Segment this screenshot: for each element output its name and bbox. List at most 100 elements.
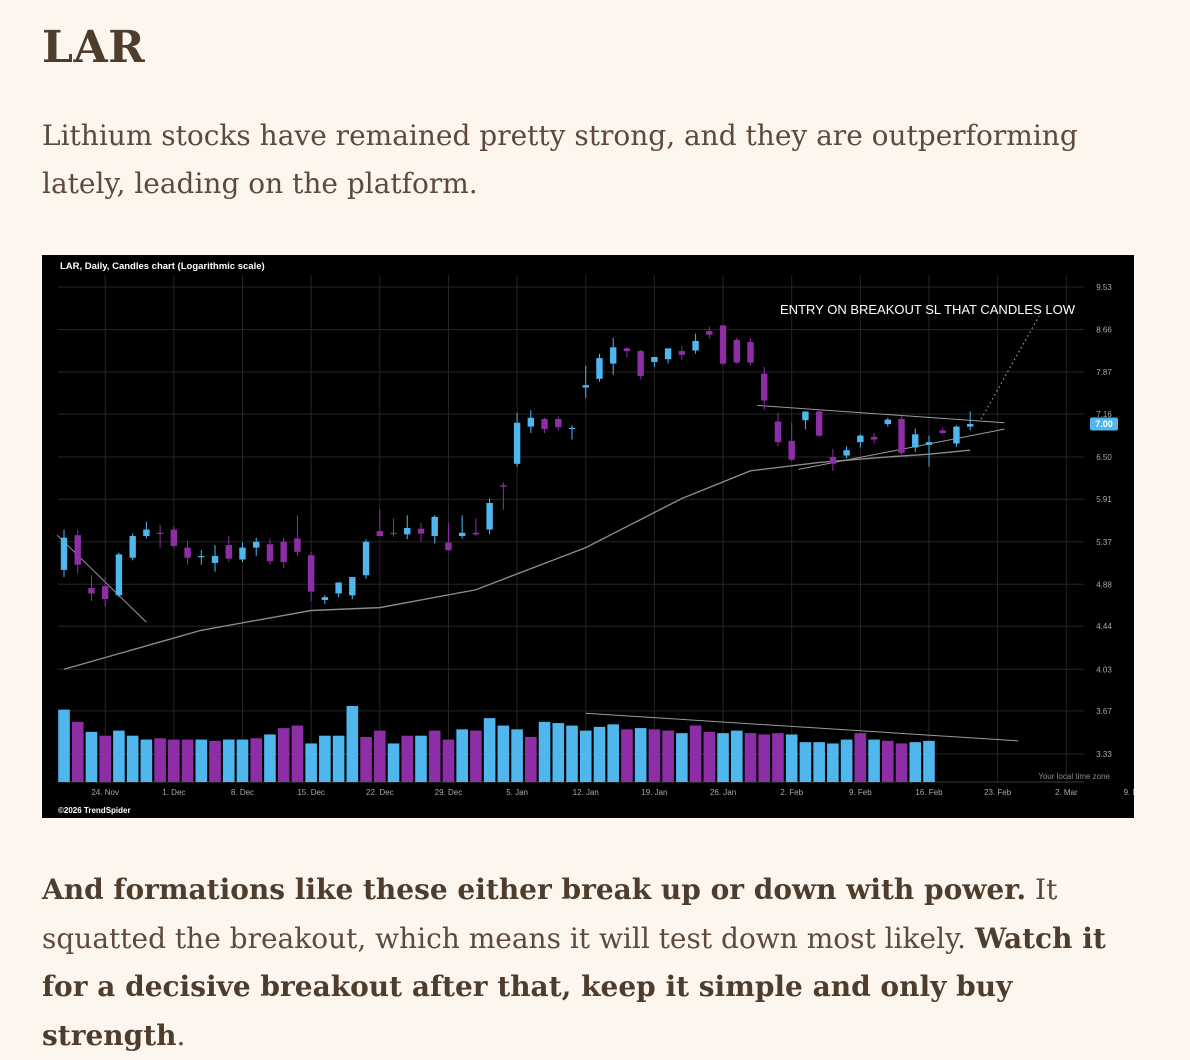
candlestick-chart: 9.53 8.66 7.87 7.16 6.50 5.91 5.37 4.88 4.44 4.03… <box>56 261 1134 815</box>
candle-body <box>266 544 274 562</box>
volume-bar <box>758 734 771 782</box>
price-tick-label: 4.44 <box>1096 622 1112 631</box>
volume-bar <box>689 725 702 782</box>
candle-body <box>500 485 507 487</box>
candle <box>335 582 342 598</box>
candle <box>513 412 521 467</box>
candle <box>280 537 287 569</box>
candle-body <box>458 532 466 537</box>
candle-body <box>143 529 150 537</box>
volume-bar <box>236 739 249 782</box>
candle <box>582 365 589 399</box>
date-tick-label: 26. Jan <box>710 788 736 797</box>
candle <box>678 346 686 361</box>
candle-body <box>486 502 493 530</box>
volume-bar <box>195 739 208 782</box>
candle <box>596 353 603 382</box>
volume-bar <box>730 730 743 782</box>
candle <box>541 417 548 434</box>
candle <box>898 416 905 457</box>
candle <box>802 411 809 430</box>
volume-bar <box>895 743 908 782</box>
candle-body <box>60 537 68 570</box>
candle-body <box>225 545 232 559</box>
date-tick-label: 29. Dec <box>435 788 463 797</box>
candle <box>307 551 315 601</box>
volume-bar <box>552 723 565 782</box>
candle <box>431 515 438 544</box>
volume-bar <box>813 742 825 782</box>
price-axis: 9.53 8.66 7.87 7.16 6.50 5.91 5.37 4.88 4.44 4.03… <box>1096 283 1112 759</box>
candle-body <box>568 427 576 430</box>
candle <box>610 337 617 375</box>
candle-body <box>829 456 837 464</box>
candle <box>815 409 823 437</box>
volume-bar <box>909 742 922 782</box>
candle <box>912 428 919 453</box>
candle <box>170 526 178 548</box>
volume-bar <box>882 740 894 782</box>
candle-body <box>664 348 672 360</box>
price-tick-label: 9.53 <box>1096 283 1112 292</box>
candle-body <box>513 422 521 464</box>
date-tick-label: 8. Dec <box>231 788 254 797</box>
candle <box>143 521 150 539</box>
candle <box>60 529 68 578</box>
candle-body <box>88 587 95 594</box>
volume-bar <box>538 721 551 782</box>
volume-bar <box>497 725 510 782</box>
candle-body <box>802 411 809 421</box>
candle <box>733 337 740 364</box>
volume-bar <box>126 735 139 782</box>
candle <box>349 577 356 600</box>
volume-bar <box>648 729 661 782</box>
candle <box>129 533 136 561</box>
candle-body <box>582 385 589 388</box>
candle-body <box>184 547 191 558</box>
candle <box>198 550 205 565</box>
volume-bar <box>593 726 606 782</box>
volume-bar <box>772 733 784 782</box>
candle-body <box>115 554 123 596</box>
volume-bar <box>703 731 716 782</box>
moving-average-line <box>63 449 971 670</box>
candle <box>761 366 768 411</box>
volume-bar <box>154 738 166 782</box>
candle-body <box>431 516 438 537</box>
volume-bar <box>415 735 427 782</box>
volume-bar <box>634 728 647 782</box>
candle-body <box>623 348 631 352</box>
volume-bar <box>360 736 372 782</box>
date-tick-label: 2. Mar <box>1055 788 1078 797</box>
candle <box>939 427 946 435</box>
candle-body <box>211 556 219 563</box>
candle <box>857 434 864 448</box>
candle-body <box>307 555 315 592</box>
volume-bar <box>113 730 125 782</box>
candle <box>953 425 960 447</box>
date-tick-label: 19. Jan <box>641 788 667 797</box>
trendlines <box>56 316 1040 742</box>
candle-body <box>376 531 383 537</box>
candle-body <box>362 541 370 576</box>
date-tick-label: 9. Mar <box>1124 788 1134 797</box>
volume-bar <box>854 733 867 782</box>
candle <box>225 536 232 563</box>
volume-bar <box>717 733 729 782</box>
volume-bar <box>305 743 317 782</box>
candle-body <box>953 426 960 444</box>
candle-body <box>101 586 109 600</box>
candle-body <box>541 418 548 430</box>
candle-body <box>733 339 740 363</box>
candle <box>417 523 425 541</box>
date-tick-label: 12. Jan <box>573 788 599 797</box>
candle <box>156 524 164 548</box>
candle <box>253 537 260 557</box>
candle <box>472 518 480 537</box>
candle <box>115 552 123 598</box>
candle-body <box>637 351 644 376</box>
candle <box>500 482 507 510</box>
candle-body <box>966 424 974 427</box>
candle-body <box>253 541 260 548</box>
conclusion-bold-1: And formations like these either break u… <box>42 873 1027 906</box>
